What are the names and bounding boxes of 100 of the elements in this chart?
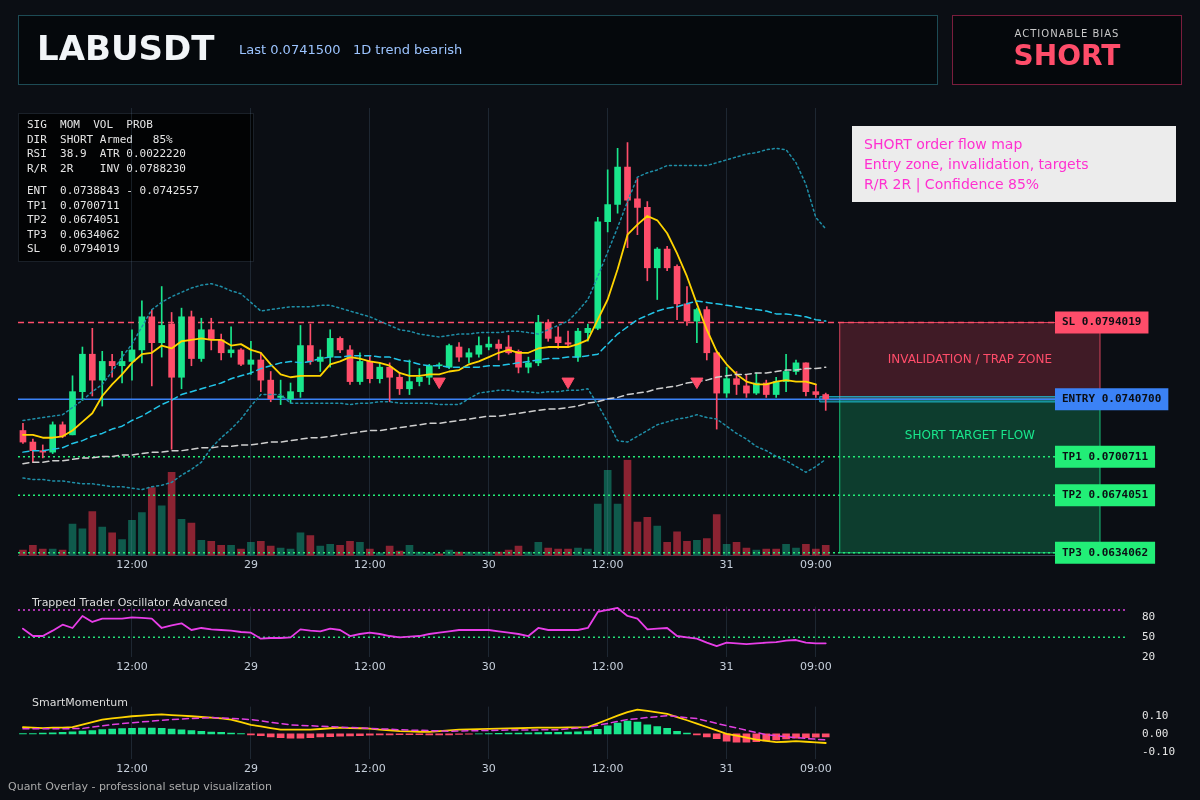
chart-title: Trapped Trader Oscillator Advanced	[32, 596, 228, 609]
annotation: TP1 0.0700711	[27, 198, 121, 213]
x-tick-label: 12:00	[591, 558, 624, 572]
annotation: Entry zone, invalidation, targets	[864, 155, 1090, 174]
bar	[683, 541, 691, 556]
bar	[108, 728, 116, 735]
x-tick-label: 12:00	[591, 761, 624, 775]
chart-title: SmartMomentum	[32, 696, 128, 709]
candlestick	[247, 340, 255, 375]
bar	[157, 505, 166, 556]
band-label: SHORT TARGET FLOW	[904, 428, 1036, 443]
x-tick-label: 12:00	[116, 558, 148, 572]
annotation: TP2 0.0674051	[27, 213, 121, 228]
annotation: DIR SHORT Armed 85%	[27, 132, 174, 147]
annotation: SL 0.0794019	[27, 242, 121, 257]
bar	[256, 541, 265, 556]
ref-line-label: SL 0.0794019	[1062, 315, 1142, 329]
line-series	[22, 714, 827, 741]
x-tick-label: 12:00	[116, 659, 148, 673]
bar	[187, 730, 196, 735]
text: SHORT	[1012, 39, 1122, 72]
x-tick-label: 12:00	[353, 558, 386, 572]
x-tick-label: 09:00	[799, 558, 832, 572]
bar	[88, 730, 97, 735]
bar	[336, 733, 344, 737]
annotation: TP3 0.0634062	[27, 227, 121, 242]
bar	[217, 732, 225, 735]
bar	[712, 514, 721, 556]
bar	[603, 470, 612, 556]
bar	[98, 729, 107, 735]
x-tick-label: 29	[243, 761, 258, 775]
bar	[702, 538, 711, 556]
bar	[534, 542, 543, 556]
bar	[663, 542, 671, 556]
x-tick-label: 31	[719, 761, 734, 775]
bar	[147, 727, 156, 735]
bar	[108, 532, 116, 556]
bar	[663, 728, 671, 735]
bar	[326, 543, 335, 556]
x-tick-label: 31	[719, 659, 734, 673]
y-tick-label: 20	[1142, 650, 1156, 664]
x-tick-label: 12:00	[116, 761, 148, 775]
bar	[673, 731, 681, 735]
chart-title: LABUSDT	[37, 28, 215, 68]
bar	[157, 728, 166, 735]
x-tick-label: 12:00	[353, 761, 386, 775]
annotation: ENT 0.0738843 - 0.0742557	[27, 184, 201, 199]
y-tick-label: 80	[1142, 610, 1156, 624]
bar	[693, 540, 701, 556]
y-tick-label: 0.00	[1142, 726, 1169, 740]
bar	[128, 519, 136, 556]
x-tick-label: 31	[719, 558, 734, 572]
chart-subtitle: Last 0.0741500 1D trend bearish	[239, 42, 463, 57]
text: Quant Overlay - professional setup visualization	[8, 780, 272, 793]
bar	[326, 733, 335, 737]
bar	[247, 542, 255, 556]
note-box: SHORT order flow map Entry zone, invalidation, targets R/R 2R | Confidence 85%	[852, 126, 1176, 202]
x-tick-label: 30	[481, 761, 496, 775]
annotation: RSI 38.9 ATR 0.0022220	[27, 147, 187, 162]
y-tick-label: -0.10	[1142, 744, 1176, 758]
bar	[603, 725, 612, 735]
bar	[356, 542, 364, 556]
ref-line-label: ENTRY 0.0740700	[1062, 392, 1162, 406]
bar	[712, 733, 721, 739]
x-tick-label: 09:00	[799, 761, 832, 775]
annotation: R/R 2R | Confidence 85%	[864, 175, 1041, 194]
text: ACTIONABLE BIAS	[1013, 28, 1121, 39]
x-tick-label: 30	[481, 558, 496, 572]
bar	[673, 531, 681, 556]
x-tick-label: 29	[243, 558, 258, 572]
x-tick-label: 12:00	[591, 659, 624, 673]
x-tick-label: 12:00	[353, 659, 386, 673]
bar	[544, 732, 553, 735]
bar	[346, 541, 354, 556]
annotation: SIG MOM VOL PROB	[27, 118, 154, 133]
bar	[593, 729, 602, 735]
bar	[811, 733, 820, 738]
ref-line-label: TP2 0.0674051	[1062, 488, 1149, 502]
band-label: INVALIDATION / TRAP ZONE	[887, 351, 1053, 366]
bar	[98, 526, 107, 556]
bar	[802, 733, 810, 738]
bar	[653, 525, 662, 556]
x-tick-label: 29	[243, 659, 258, 673]
ref-line-label: TP1 0.0700711	[1062, 449, 1149, 463]
annotation: R/R 2R INV 0.0788230	[27, 161, 187, 176]
ref-line-label: TP3 0.0634062	[1062, 545, 1149, 559]
bar	[147, 487, 156, 556]
annotation: SHORT order flow map	[864, 135, 1024, 154]
bar	[593, 503, 602, 556]
x-tick-label: 09:00	[799, 659, 832, 673]
y-tick-label: 0.10	[1142, 708, 1169, 722]
bar	[118, 728, 126, 735]
bar	[138, 512, 146, 556]
x-tick-label: 30	[481, 659, 496, 673]
bar	[138, 727, 146, 735]
bar	[653, 726, 662, 735]
bar	[643, 724, 652, 735]
bar	[574, 731, 582, 735]
bar	[128, 727, 136, 735]
bar	[118, 539, 126, 556]
